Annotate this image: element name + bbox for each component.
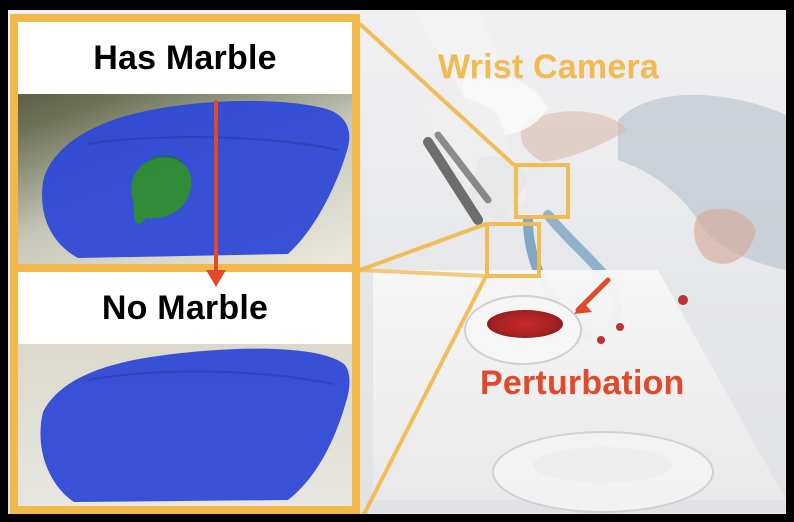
wrist-camera-label: Wrist Camera	[438, 48, 659, 86]
has-marble-label: Has Marble	[18, 22, 352, 94]
has-marble-segmentation	[42, 100, 350, 258]
no-marble-label: No Marble	[18, 272, 352, 344]
no-marble-segmentation	[40, 348, 350, 502]
no-marble-inset: No Marble	[18, 272, 352, 506]
perturbation-label: Perturbation	[480, 364, 685, 402]
has-marble-inset: Has Marble	[18, 22, 352, 264]
robot-scene-photo	[8, 10, 786, 514]
wrist-camera-panel: Has Marble No Marble	[10, 14, 360, 514]
